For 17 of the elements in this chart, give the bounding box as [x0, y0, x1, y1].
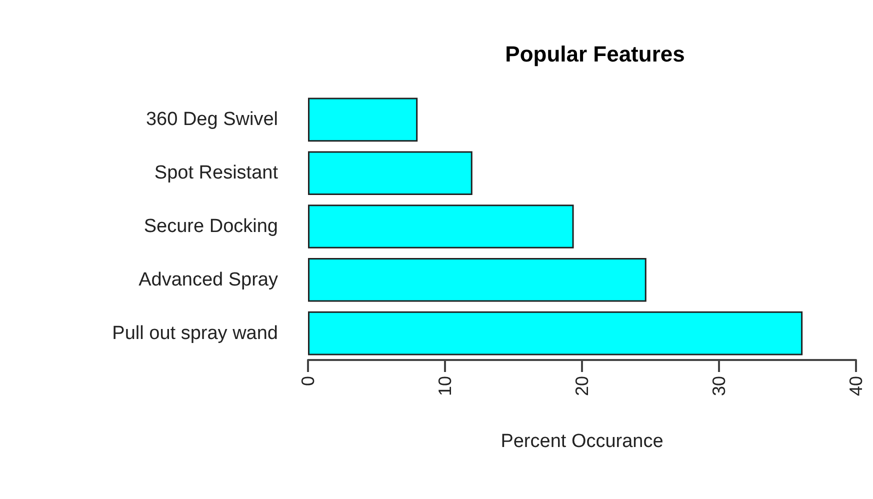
x-tick-label: 40: [846, 376, 866, 396]
x-tick-label: 10: [435, 376, 455, 396]
y-tick-label: Secure Docking: [144, 216, 278, 237]
y-tick-label: Pull out spray wand: [112, 322, 278, 344]
bar: [308, 204, 574, 248]
x-tick-label: 0: [298, 376, 318, 386]
bar: [308, 151, 472, 195]
y-tick-label: 360 Deg Swivel: [146, 109, 278, 130]
x-axis-title: Percent Occurance: [500, 431, 664, 452]
bar: [308, 311, 803, 356]
bar: [308, 98, 418, 142]
x-tick-label: 30: [709, 376, 729, 396]
chart-title: Popular Features: [505, 42, 685, 66]
y-tick-label: Advanced Spray: [138, 269, 278, 290]
y-tick-label: Spot Resistant: [154, 162, 279, 184]
x-tick-label: 20: [572, 376, 592, 396]
bar: [308, 258, 646, 302]
